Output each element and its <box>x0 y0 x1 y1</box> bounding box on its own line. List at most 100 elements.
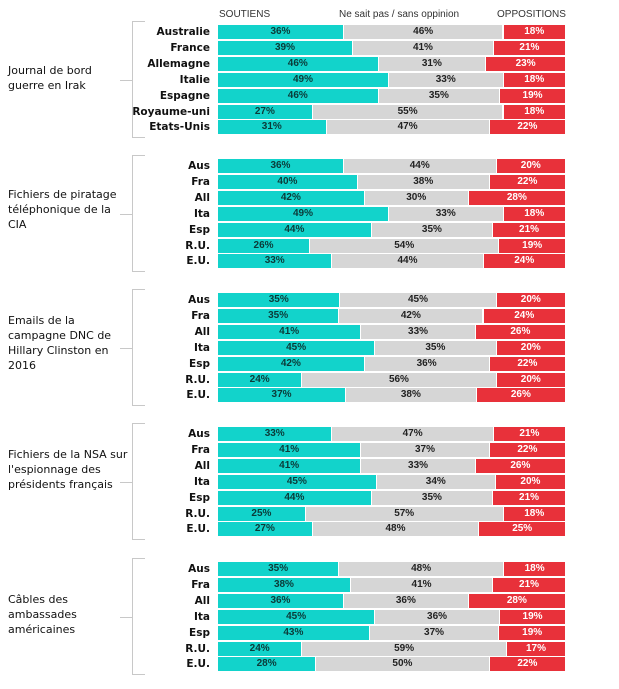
row-label: All <box>194 595 210 607</box>
row-label: E.U. <box>186 658 210 670</box>
bar-soutiens: 27% <box>218 105 312 119</box>
bar-neutre: 35% <box>370 491 493 505</box>
row-label: E.U. <box>186 255 210 267</box>
row-label: Esp <box>189 627 210 639</box>
row-label: Ita <box>193 342 210 354</box>
bracket-stub <box>120 213 133 215</box>
bar-oppositions: 22% <box>488 175 565 189</box>
row-label: E.U. <box>186 389 210 401</box>
bar-soutiens: 26% <box>218 239 310 253</box>
bar-soutiens: 36% <box>218 25 343 39</box>
bar-neutre: 33% <box>388 73 503 87</box>
bar-oppositions: 19% <box>498 239 565 253</box>
bar-oppositions: 21% <box>492 427 565 441</box>
legend-soutiens: SOUTIENS <box>219 9 271 20</box>
bar-oppositions: 22% <box>488 657 565 671</box>
row-label: Aus <box>188 563 210 575</box>
bar-neutre: 30% <box>363 191 468 205</box>
bar-neutre: 38% <box>356 175 489 189</box>
row-label: All <box>194 460 210 472</box>
bar-neutre: 47% <box>331 427 493 441</box>
bar-neutre: 45% <box>339 293 496 307</box>
row-label: Royaume-uni <box>132 106 210 118</box>
bar-oppositions: 26% <box>475 388 565 402</box>
bar-soutiens: 42% <box>218 357 364 371</box>
bar-neutre: 38% <box>345 388 476 402</box>
bar-oppositions: 28% <box>467 191 565 205</box>
row-label: Ita <box>193 611 210 623</box>
bar-oppositions: 25% <box>478 522 566 536</box>
bar-oppositions: 24% <box>482 254 565 268</box>
bar-oppositions: 21% <box>492 578 565 592</box>
bar-neutre: 41% <box>352 41 493 55</box>
row-label: Aus <box>188 428 210 440</box>
bar-soutiens: 46% <box>218 89 378 103</box>
bar-oppositions: 19% <box>498 626 565 640</box>
bar-soutiens: 40% <box>218 175 357 189</box>
bracket-stub <box>120 347 133 349</box>
bar-soutiens: 41% <box>218 459 361 473</box>
bar-oppositions: 26% <box>474 459 565 473</box>
bar-soutiens: 35% <box>218 293 340 307</box>
row-label: Aus <box>188 160 210 172</box>
bracket-stub <box>120 79 133 81</box>
row-label: Italie <box>179 74 210 86</box>
bar-neutre: 37% <box>360 443 489 457</box>
row-label: Ita <box>193 208 210 220</box>
bar-oppositions: 18% <box>502 73 565 87</box>
bar-neutre: 31% <box>377 57 486 71</box>
bar-neutre: 41% <box>349 578 493 592</box>
bar-soutiens: 36% <box>218 594 343 608</box>
bar-soutiens: 41% <box>218 325 361 339</box>
row-label: Aus <box>188 294 210 306</box>
row-label: E.U. <box>186 523 210 535</box>
bar-neutre: 34% <box>375 475 495 489</box>
group-title: Emails de la campagne DNC de Hillary Cli… <box>8 314 112 372</box>
bar-neutre: 35% <box>374 341 496 355</box>
bar-soutiens: 35% <box>218 562 339 576</box>
bar-soutiens: 37% <box>218 388 346 402</box>
bracket-stub <box>120 616 133 618</box>
bar-oppositions: 18% <box>502 105 565 119</box>
bar-soutiens: 33% <box>218 254 332 268</box>
bar-neutre: 42% <box>338 309 483 323</box>
bar-oppositions: 20% <box>495 159 565 173</box>
bar-oppositions: 23% <box>485 57 565 71</box>
bar-neutre: 33% <box>360 325 475 339</box>
bar-neutre: 56% <box>301 373 496 387</box>
bar-oppositions: 28% <box>467 594 565 608</box>
bar-neutre: 48% <box>338 562 504 576</box>
bar-oppositions: 17% <box>506 642 565 656</box>
bar-soutiens: 42% <box>218 191 364 205</box>
bar-oppositions: 22% <box>488 443 565 457</box>
bar-oppositions: 20% <box>495 341 565 355</box>
bar-neutre: 55% <box>311 105 503 119</box>
bar-neutre: 59% <box>301 642 506 656</box>
group-title: Fichiers de piratage téléphonique de la … <box>8 188 117 231</box>
bar-soutiens: 49% <box>218 73 388 87</box>
bar-soutiens: 45% <box>218 341 375 355</box>
bar-oppositions: 22% <box>488 120 565 134</box>
group-title: Câbles des ambassades américaines <box>8 593 77 636</box>
bar-soutiens: 38% <box>218 578 350 592</box>
bar-neutre: 46% <box>342 25 503 39</box>
bar-soutiens: 41% <box>218 443 361 457</box>
legend-oppositions: OPPOSITIONS <box>497 9 566 20</box>
row-label: R.U. <box>185 508 210 520</box>
bar-oppositions: 21% <box>492 491 565 505</box>
bar-soutiens: 31% <box>218 120 326 134</box>
row-label: All <box>194 326 210 338</box>
row-label: All <box>194 192 210 204</box>
bar-neutre: 54% <box>309 239 499 253</box>
group-title: Fichiers de la NSA sur l'espionnage des … <box>8 448 128 491</box>
bar-soutiens: 24% <box>218 373 302 387</box>
bar-soutiens: 27% <box>218 522 312 536</box>
bar-neutre: 44% <box>331 254 483 268</box>
row-label: Esp <box>189 492 210 504</box>
bar-oppositions: 18% <box>503 562 565 576</box>
row-label: Espagne <box>159 90 210 102</box>
bar-soutiens: 45% <box>218 610 375 624</box>
row-label: Fra <box>191 310 210 322</box>
row-label: R.U. <box>185 643 210 655</box>
bar-soutiens: 24% <box>218 642 302 656</box>
